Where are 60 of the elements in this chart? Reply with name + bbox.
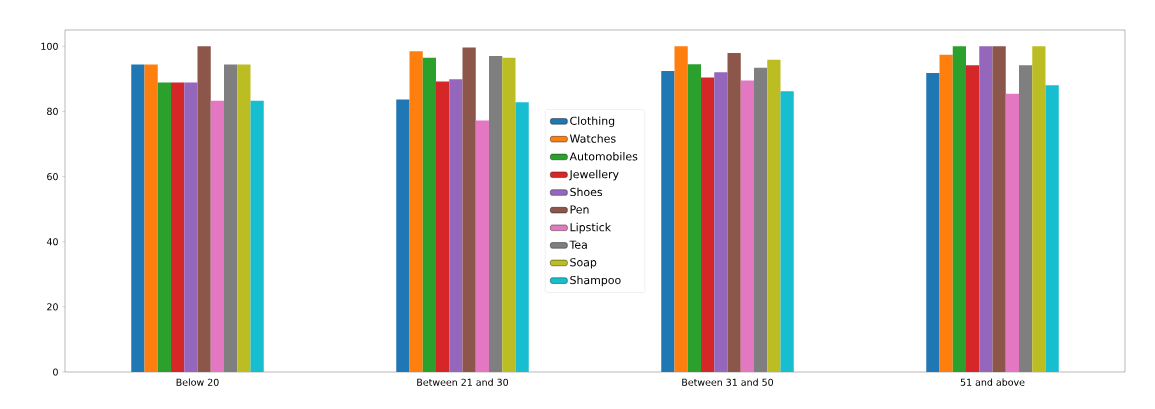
y-tick-label: 20 (47, 303, 58, 311)
bar (409, 51, 423, 372)
bar (224, 64, 238, 372)
y-tick-label: 80 (47, 107, 58, 116)
bar (939, 54, 953, 372)
bar (1045, 85, 1059, 372)
legend-label: Watches (569, 134, 616, 143)
legend-label: Shampoo (570, 275, 621, 287)
y-tick-label: 0 (53, 368, 58, 376)
bar (157, 82, 171, 372)
bar (687, 64, 701, 372)
bar (210, 100, 224, 372)
legend-label: Clothing (570, 116, 615, 128)
bar (131, 64, 145, 372)
bar (926, 72, 940, 372)
bar (661, 71, 675, 372)
bar (237, 64, 251, 372)
bar (979, 46, 993, 372)
bar (184, 82, 198, 372)
legend-label: Automobiles (569, 152, 638, 161)
bar (701, 77, 715, 372)
bar (767, 59, 781, 372)
bar (436, 81, 450, 372)
bar (1019, 65, 1033, 372)
x-tick-label: Between 21 and 30 (417, 378, 509, 386)
bar (462, 47, 476, 372)
bar (250, 100, 264, 372)
legend-label: Soap (570, 258, 597, 269)
bar (1005, 93, 1019, 372)
x-tick-label: Between 31 and 50 (682, 378, 774, 386)
bar (952, 46, 966, 372)
bar (396, 99, 410, 372)
y-tick-label: 40 (46, 238, 58, 246)
legend-label: Lipstick (570, 222, 612, 234)
bar (475, 120, 489, 372)
bar (171, 82, 185, 372)
y-tick-label: 100 (41, 42, 58, 50)
legend-label: Tea (569, 240, 587, 249)
legend-label: Jewellery (568, 169, 619, 181)
bar (515, 102, 529, 372)
bar (966, 65, 980, 372)
legend-label: Pen (570, 205, 589, 214)
x-tick-label: Below 20 (176, 378, 219, 386)
legend-label: Shoes (570, 187, 603, 197)
bar (714, 72, 728, 372)
x-tick-label: 51 and above (960, 378, 1025, 386)
bar (674, 46, 688, 372)
bar (740, 80, 754, 372)
y-tick-label: 60 (47, 172, 58, 181)
bar (197, 46, 211, 372)
bar (144, 64, 158, 372)
bar (502, 57, 516, 372)
bar (754, 67, 768, 372)
bar (780, 91, 794, 372)
bar (992, 46, 1006, 372)
bar (727, 53, 741, 372)
bar (449, 79, 463, 372)
bar (1032, 46, 1046, 372)
bar (489, 56, 503, 372)
bar (422, 57, 436, 372)
